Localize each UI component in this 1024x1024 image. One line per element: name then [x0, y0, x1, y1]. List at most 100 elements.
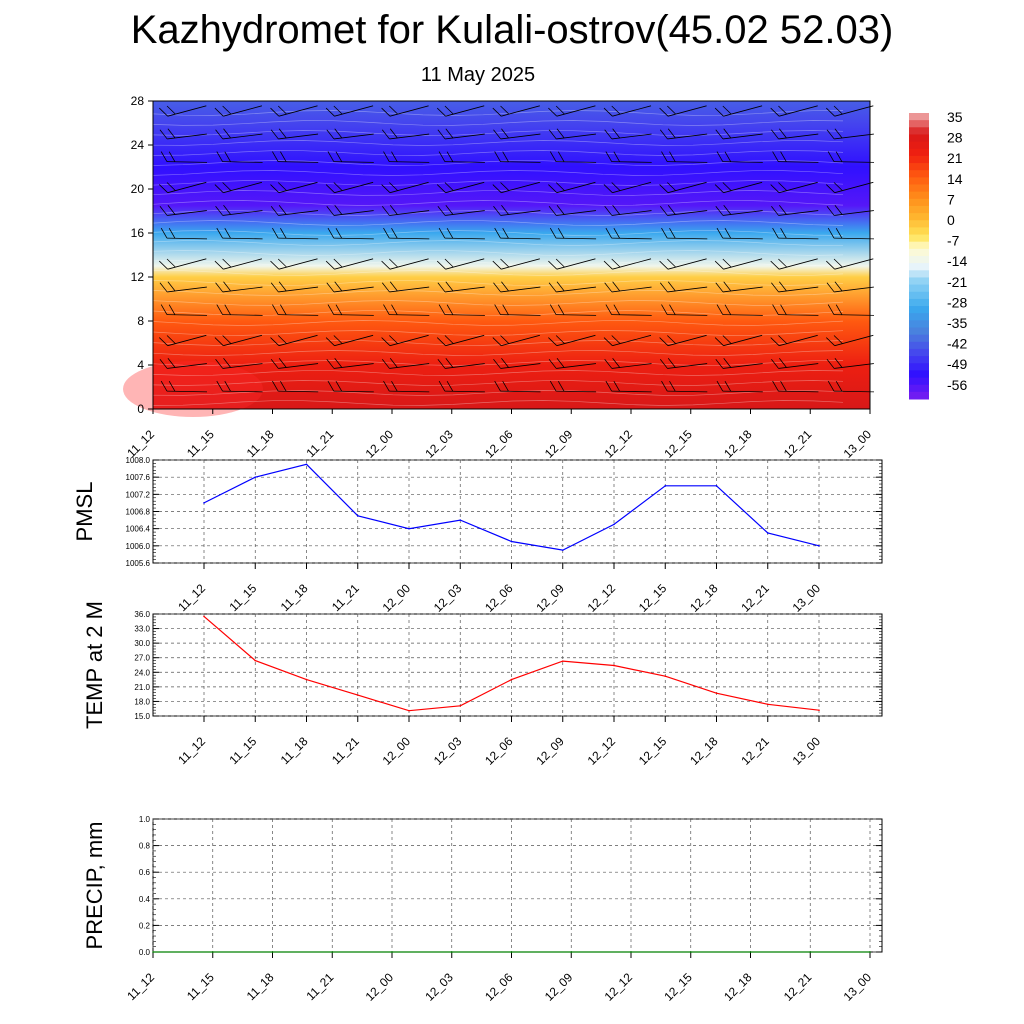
wind-barb	[270, 128, 319, 140]
temperature-contour	[152, 290, 844, 296]
temperature-contour	[152, 160, 844, 166]
wind-barb-flag	[770, 337, 780, 346]
wind-barb-staff	[444, 161, 485, 163]
wind-barb	[327, 227, 374, 240]
wind-barb-staff	[389, 181, 429, 194]
wind-barb	[493, 128, 541, 140]
wind-barb-flag	[771, 129, 779, 140]
wind-barb-flag	[778, 258, 788, 268]
wind-barb-staff	[556, 133, 596, 140]
x-tick-label: 11_15	[184, 427, 217, 460]
wind-barb-flag	[548, 129, 557, 140]
wind-barb-staff	[501, 105, 540, 117]
wind-barb-staff	[778, 133, 819, 140]
wind-barb	[604, 358, 652, 369]
colorbar-segment	[909, 356, 929, 364]
wind-barb-staff	[722, 210, 763, 216]
wind-barb	[438, 380, 485, 393]
colorbar-segment	[909, 348, 929, 357]
wind-barb-flag	[326, 358, 335, 369]
wind-barb	[159, 281, 207, 293]
wind-barb-flag	[659, 282, 668, 293]
colorbar-segment	[909, 163, 929, 171]
colorbar-segment	[909, 213, 929, 221]
data-point	[766, 532, 769, 534]
heatmap-field	[153, 101, 870, 409]
wind-barb	[436, 105, 485, 117]
wind-barb-staff	[612, 181, 652, 194]
wind-barb-flag	[612, 128, 621, 139]
wind-barb-flag	[326, 282, 335, 293]
wind-barb-flag	[659, 337, 669, 346]
wind-barb-flag	[555, 258, 565, 268]
wind-barb-staff	[833, 161, 875, 163]
wind-barb-flag	[780, 227, 787, 239]
wind-barb-flag	[492, 107, 502, 117]
wind-barb	[604, 205, 652, 216]
wind-barb	[661, 304, 708, 316]
wind-barb-flag	[168, 227, 176, 239]
x-tick-label: 11_18	[244, 970, 277, 1003]
wind-barb-flag	[215, 205, 224, 216]
x-tick-label: 12_18	[721, 970, 755, 1004]
wind-barb-flag	[827, 380, 835, 392]
wind-barb	[772, 151, 819, 163]
wind-barb	[494, 304, 541, 316]
wind-barb-flag	[502, 380, 509, 392]
wind-barb	[325, 105, 374, 117]
data-point	[211, 951, 214, 953]
wind-barb	[381, 205, 430, 216]
wind-barb-flag	[661, 151, 668, 162]
temperature-contour	[152, 320, 844, 326]
wind-barb-flag	[667, 128, 676, 139]
colorbar-segment	[909, 177, 929, 185]
wind-barb	[214, 181, 263, 194]
wind-barb	[272, 380, 319, 393]
wind-barb-flag	[168, 151, 176, 162]
wind-barb-flag	[160, 304, 168, 315]
y-tick-label: 4	[137, 358, 144, 372]
wind-barb-flag	[280, 304, 287, 315]
data-point	[254, 659, 257, 662]
wind-barb	[493, 358, 541, 369]
wind-barb	[159, 181, 207, 194]
wind-barb-flag	[611, 335, 621, 344]
wind-barb	[216, 380, 263, 393]
x-tick-label: 11_12	[175, 581, 208, 614]
wind-barb	[159, 128, 207, 140]
wind-barb-staff	[222, 390, 263, 393]
wind-barb-staff	[556, 363, 596, 369]
wind-barb	[272, 304, 319, 316]
wind-barb-staff	[556, 390, 597, 393]
data-point	[561, 549, 564, 551]
wind-barb	[436, 181, 485, 194]
y-tick-label: 8	[137, 314, 144, 328]
wind-barb-flag	[334, 281, 343, 292]
colorbar-segment	[909, 134, 929, 143]
wind-barb	[603, 181, 652, 194]
y-tick-label: 1007.6	[126, 473, 151, 482]
wind-barb-staff	[278, 161, 319, 163]
data-point	[689, 951, 692, 953]
wind-barb-staff	[722, 161, 763, 163]
wind-barb	[325, 334, 374, 347]
data-point	[271, 951, 274, 953]
wind-barb-flag	[333, 258, 343, 268]
wind-barb	[714, 181, 763, 194]
wind-barb-flag	[548, 260, 558, 270]
x-tick-label: 11_15	[227, 581, 260, 614]
wind-barb-flag	[272, 151, 279, 162]
wind-barb-flag	[214, 260, 224, 270]
wind-barb-staff	[166, 390, 208, 393]
wind-barb-flag	[389, 128, 398, 139]
wind-barb-flag	[166, 105, 176, 115]
wind-barb-staff	[611, 237, 652, 240]
x-tick-label: 12_00	[380, 581, 414, 615]
wind-barb-flag	[834, 281, 843, 292]
wind-barb-flag	[335, 227, 343, 239]
wind-barb-flag	[501, 128, 509, 139]
wind-barb	[270, 358, 319, 369]
wind-barb-flag	[556, 358, 565, 368]
wind-barb-flag	[779, 128, 787, 139]
wind-barb-flag	[167, 281, 176, 292]
